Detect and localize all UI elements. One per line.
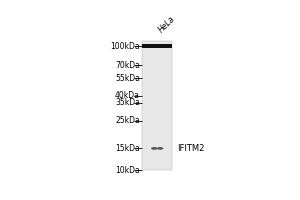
Text: 35kDa: 35kDa bbox=[115, 98, 140, 107]
Ellipse shape bbox=[157, 147, 164, 150]
Text: 70kDa: 70kDa bbox=[115, 61, 140, 70]
Text: 25kDa: 25kDa bbox=[115, 116, 140, 125]
Text: 55kDa: 55kDa bbox=[115, 74, 140, 83]
Text: 40kDa: 40kDa bbox=[115, 91, 140, 100]
Bar bbox=[142, 44, 172, 48]
Text: HeLa: HeLa bbox=[157, 15, 177, 35]
Text: 15kDa: 15kDa bbox=[115, 144, 140, 153]
Ellipse shape bbox=[151, 147, 158, 150]
Text: IFITM2: IFITM2 bbox=[177, 144, 204, 153]
Text: 10kDa: 10kDa bbox=[115, 166, 140, 175]
Text: 100kDa: 100kDa bbox=[110, 42, 140, 51]
